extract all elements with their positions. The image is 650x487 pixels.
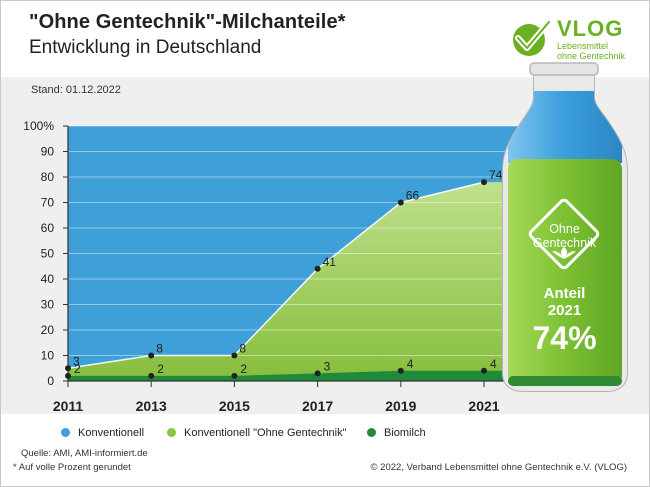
- ohne-gentechnik-line: [67, 181, 485, 369]
- biomilch-label: 2: [74, 362, 81, 376]
- biomilch-point: [148, 372, 155, 379]
- legend-dot-icon: [61, 428, 70, 437]
- vlog-logo: VLOG Lebensmittel ohne Gentechnik: [509, 16, 644, 61]
- biomilch-point: [314, 370, 321, 377]
- chart-svg: 0 10 20 30 40 50 60 70 80 90 100% 2011 2013 2015 2017 2…: [23, 62, 628, 414]
- legend-dot-icon: [167, 428, 176, 437]
- legend: Konventionell Konventionell "Ohne Gentec…: [1, 419, 649, 445]
- y-tick-label: 30: [41, 298, 55, 312]
- plant-icon: [552, 247, 576, 259]
- x-tick-label: 2015: [219, 398, 250, 414]
- vlog-check-icon: [513, 19, 552, 56]
- area-biomilch: [68, 370, 561, 381]
- badge-text: Ohne Gentechnik: [524, 222, 605, 250]
- footer-copyright: © 2022, Verband Lebensmittel ohne Gentec…: [370, 462, 627, 473]
- y-tick-label: 10: [41, 349, 55, 363]
- ohne-gentechnik-point: [314, 265, 321, 272]
- biomilch-label: 4: [407, 357, 414, 371]
- ohne-gentechnik-badge: [528, 198, 600, 270]
- biomilch-point: [481, 367, 487, 374]
- x-tick-label: 2017: [302, 398, 333, 414]
- milk-bottle: [502, 62, 628, 392]
- legend-item-biomilch: Biomilch: [367, 427, 426, 439]
- biomilch-label: 3: [324, 359, 331, 373]
- area-ohne-gentechnik-shade: [68, 182, 561, 381]
- biomilch-label: 2: [157, 362, 164, 376]
- biomilch-label: 4: [490, 357, 497, 371]
- bottle-percent: 74%: [532, 320, 597, 356]
- y-tick-label: 70: [41, 196, 55, 210]
- chart-subtitle: Entwicklung in Deutschland: [29, 37, 262, 58]
- legend-label: Konventionell "Ohne Gentechnik": [184, 427, 347, 439]
- legend-item-ohne-gentechnik: Konventionell "Ohne Gentechnik": [167, 427, 347, 439]
- x-tick-label: 2021: [468, 398, 499, 414]
- ohne-gentechnik-label: 8: [239, 342, 246, 356]
- biomilch-point: [65, 372, 71, 379]
- ohne-gentechnik-label: 8: [156, 342, 163, 356]
- legend-item-konventionell: Konventionell: [61, 427, 144, 439]
- y-tick-label: 80: [41, 170, 55, 184]
- y-tick-label: 90: [41, 145, 55, 159]
- biomilch-point: [231, 372, 238, 379]
- y-tick-label: 100%: [23, 119, 54, 133]
- y-tick-label: 50: [41, 247, 55, 261]
- x-tick-label: 2013: [136, 398, 167, 414]
- bottle-anteil: Anteil: [543, 285, 586, 302]
- bottle-green-fill: [508, 159, 622, 386]
- y-tick-label: 60: [41, 221, 55, 235]
- y-tick-label: 20: [41, 323, 55, 337]
- bottle-label: Anteil 2021 74%: [507, 285, 622, 357]
- ohne-gentechnik-label: 41: [323, 255, 337, 269]
- ohne-gentechnik-label: 74: [489, 168, 503, 182]
- badge-line-2: Gentechnik: [532, 236, 597, 250]
- footer-note: * Auf volle Prozent gerundet: [13, 462, 131, 473]
- legend-label: Biomilch: [384, 427, 426, 439]
- y-tick-label: 0: [47, 374, 54, 388]
- x-tick-label: 2019: [385, 398, 416, 414]
- ohne-gentechnik-label: 66: [406, 189, 420, 203]
- ohne-gentechnik-point: [397, 199, 404, 206]
- ohne-gentechnik-point: [231, 352, 238, 359]
- ohne-gentechnik-point: [148, 352, 155, 359]
- ohne-gentechnik-label: 3: [73, 354, 80, 368]
- axes: 0 10 20 30 40 50 60 70 80 90 100% 2011 2013 2015 2017 2…: [23, 119, 561, 414]
- ohne-gentechnik-point: [481, 179, 487, 186]
- y-tick-label: 40: [41, 272, 55, 286]
- biomilch-label: 2: [240, 362, 247, 376]
- legend-label: Konventionell: [78, 427, 145, 439]
- legend-dot-icon: [367, 428, 376, 437]
- bottle-cap: [529, 62, 599, 76]
- badge-line-1: Ohne: [549, 222, 580, 236]
- bottle-bottom-band: [508, 376, 622, 386]
- logo-tagline-2: ohne Gentechnik: [557, 51, 626, 61]
- logo-tagline-1: Lebensmittel: [557, 41, 609, 51]
- logo-wordmark: VLOG: [557, 16, 624, 41]
- footer-source: Quelle: AMI, AMI-informiert.de: [21, 448, 148, 459]
- biomilch-point: [397, 367, 404, 374]
- header: "Ohne Gentechnik"-Milchanteile* Entwickl…: [1, 1, 649, 77]
- chart-title: "Ohne Gentechnik"-Milchanteile*: [29, 11, 346, 33]
- stand-date: Stand: 01.12.2022: [31, 84, 121, 96]
- bottle-blue-fill: [508, 91, 622, 163]
- bottle-year: 2021: [547, 302, 582, 319]
- x-tick-label: 2011: [53, 398, 84, 414]
- ohne-gentechnik-point: [65, 365, 71, 372]
